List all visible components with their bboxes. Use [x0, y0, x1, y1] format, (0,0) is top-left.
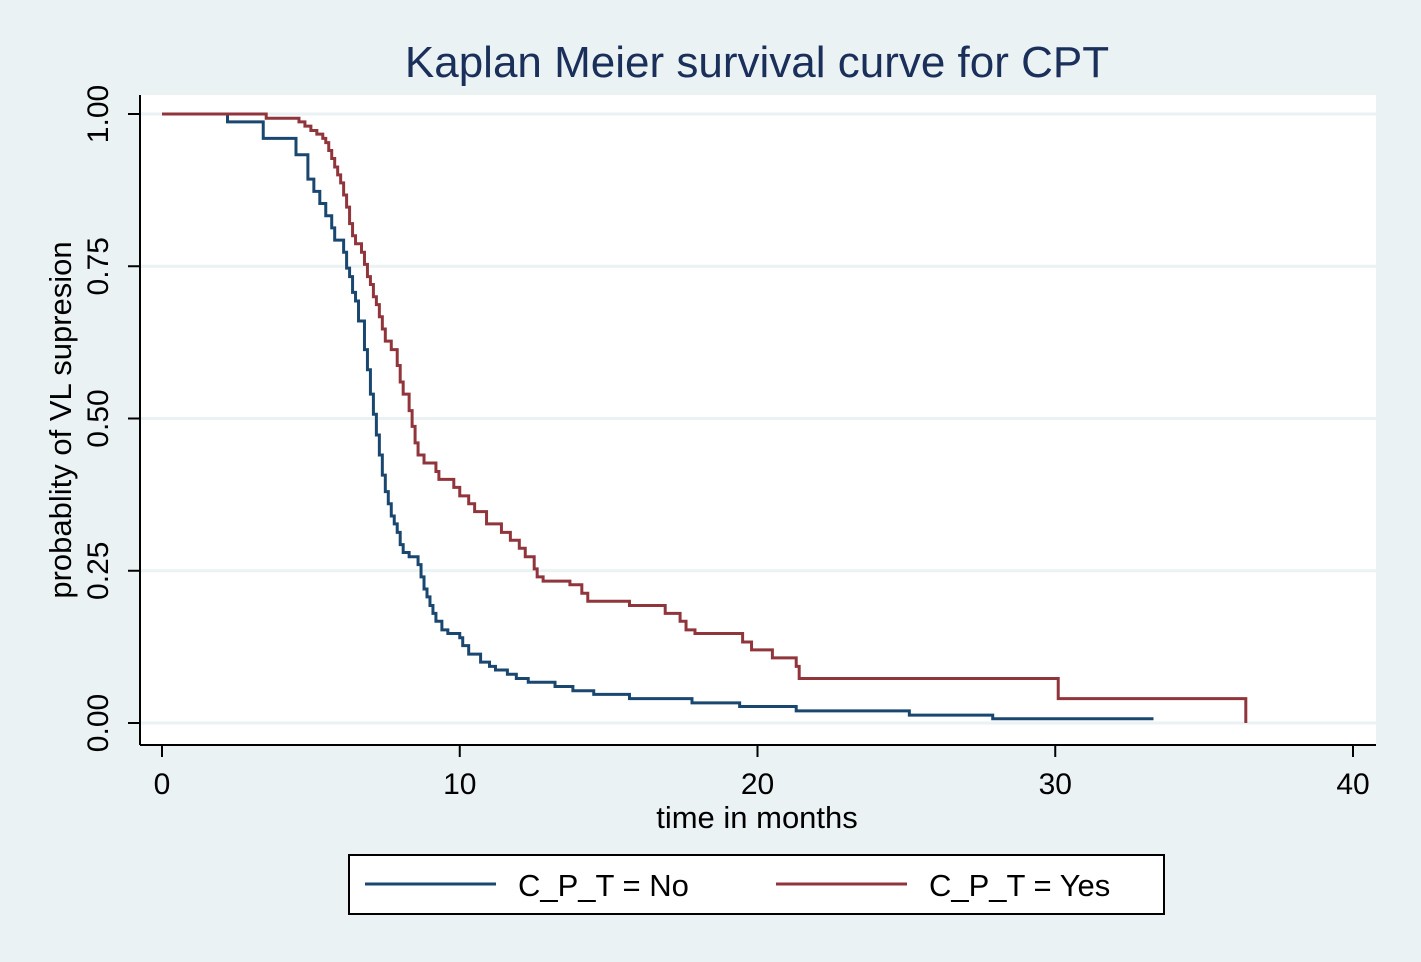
y-tick-label: 0.75 [82, 237, 115, 295]
x-tick-label: 10 [443, 768, 476, 801]
y-axis-label: probablity of VL supresion [43, 241, 78, 598]
chart-title: Kaplan Meier survival curve for CPT [405, 38, 1109, 87]
x-tick-label: 30 [1039, 768, 1072, 801]
y-ticks: 0.00 0.25 0.50 0.75 1.00 [82, 85, 140, 752]
survival-curve-no [162, 112, 1154, 721]
x-tick-label: 0 [154, 768, 171, 801]
legend-label-no: C_P_T = No [518, 868, 689, 903]
y-tick-label: 1.00 [82, 85, 115, 143]
survival-curve-yes [162, 112, 1248, 723]
x-axis-label: time in months [656, 800, 858, 835]
y-tick-label: 0.50 [82, 389, 115, 447]
x-tick-label: 40 [1336, 768, 1369, 801]
legend-label-yes: C_P_T = Yes [929, 868, 1110, 903]
x-ticks: 0 10 20 30 40 [154, 745, 1370, 801]
series-group [162, 112, 1248, 723]
legend: C_P_T = No C_P_T = Yes [348, 854, 1165, 915]
x-tick-label: 20 [741, 768, 774, 801]
y-tick-label: 0.25 [82, 542, 115, 600]
y-tick-label: 0.00 [82, 694, 115, 752]
